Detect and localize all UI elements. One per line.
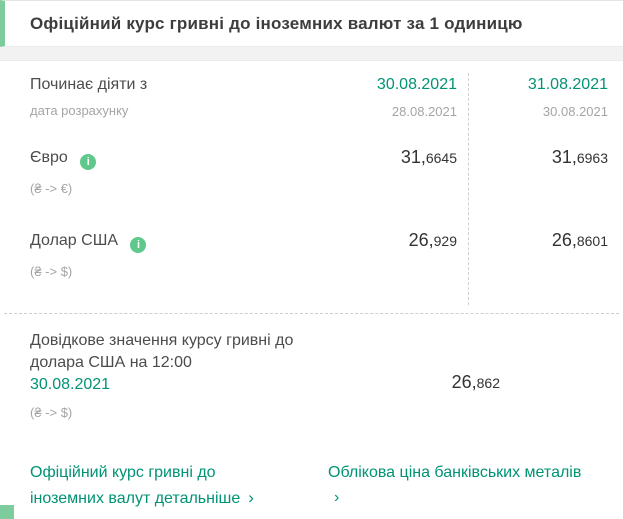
table-header-row: Починає діяти з дата розрахунку 30.08.20… (0, 61, 623, 119)
chevron-right-icon: › (248, 488, 254, 507)
next-card-accent (0, 505, 14, 519)
currency-pair-eur: (₴ -> €) (30, 181, 73, 196)
effective-date-2: 31.08.2021 (527, 76, 608, 93)
reference-label-line1: Довідкове значення курсу гривні до (30, 332, 294, 349)
rate-eur-col1: 31,6645 (400, 147, 457, 167)
table-row-eur: Євро i (₴ -> €) 31,6645 31,6963 (0, 147, 623, 196)
widget-header: Офіційний курс гривні до іноземних валют… (0, 0, 623, 47)
effective-from-label: Починає діяти з (30, 76, 148, 93)
currency-name-eur: Євро i (30, 149, 623, 170)
date-column-1: 30.08.2021 28.08.2021 (377, 76, 457, 119)
currency-name-usd: Долар США i (30, 232, 623, 253)
reference-pair: (₴ -> $) (30, 405, 73, 420)
calc-date-label: дата розрахунку (30, 103, 129, 118)
section-divider (4, 313, 619, 314)
page-title: Офіційний курс гривні до іноземних валют… (30, 13, 523, 33)
calc-date-1: 28.08.2021 (391, 104, 457, 119)
chevron-right-icon: › (334, 489, 340, 506)
table-row-usd: Долар США i (₴ -> $) 26,929 26,8601 (0, 230, 623, 279)
reference-rate-value: 26,862 (451, 372, 500, 392)
reference-label-line2: долара США на 12:00 (30, 354, 192, 371)
footer-links: Офіційний курс гривні до іноземних валут… (0, 420, 623, 511)
date-column-2: 31.08.2021 30.08.2021 (528, 76, 608, 119)
official-rates-link[interactable]: Офіційний курс гривні до іноземних валут… (30, 460, 292, 511)
reference-date: 30.08.2021 (30, 376, 111, 393)
reference-rate-section: Довідкове значення курсу гривні до долар… (0, 314, 623, 420)
section-gap (0, 47, 623, 61)
info-icon[interactable]: i (80, 154, 97, 170)
rates-card: Починає діяти з дата розрахунку 30.08.20… (0, 61, 623, 519)
effective-date-1: 30.08.2021 (376, 76, 457, 93)
metal-prices-link[interactable]: Облікова ціна банківських металів › (328, 464, 582, 506)
currency-pair-usd: (₴ -> $) (30, 264, 73, 279)
calc-date-2: 30.08.2021 (542, 104, 608, 119)
rate-eur-col2: 31,6963 (551, 147, 608, 167)
rate-usd-col2: 26,8601 (551, 230, 608, 250)
info-icon[interactable]: i (130, 237, 147, 253)
column-divider (468, 73, 469, 305)
rate-usd-col1: 26,929 (408, 230, 457, 250)
